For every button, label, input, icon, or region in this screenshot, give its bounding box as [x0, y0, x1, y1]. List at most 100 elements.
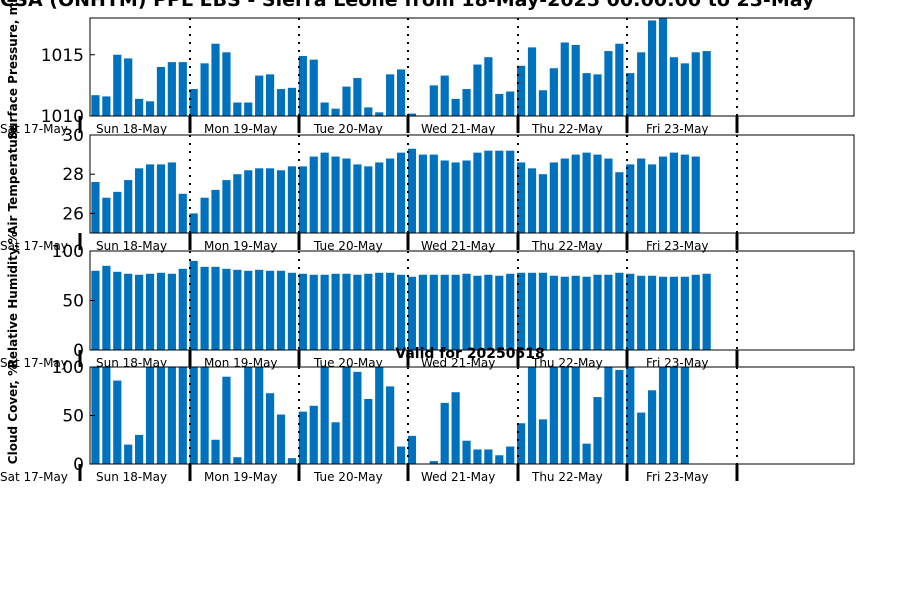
- bar: [364, 166, 373, 233]
- bar: [309, 156, 318, 233]
- bar: [637, 412, 646, 464]
- bar: [418, 274, 427, 350]
- bar: [331, 108, 340, 116]
- bar: [669, 367, 679, 464]
- bar: [244, 170, 253, 233]
- day-label: Fri 23-May: [646, 122, 709, 136]
- day-label: Sat 17-May: [0, 470, 68, 484]
- bar: [560, 158, 569, 233]
- bar: [386, 272, 395, 350]
- plot-frame: [89, 134, 855, 234]
- bar: [364, 107, 373, 116]
- bar: [396, 69, 406, 116]
- bar: [309, 59, 318, 116]
- bar: [200, 197, 209, 233]
- bar: [593, 74, 602, 116]
- bar: [615, 172, 624, 233]
- day-label: Mon 19-May: [204, 470, 278, 484]
- bar: [538, 90, 548, 116]
- bar: [680, 154, 689, 233]
- bar: [276, 89, 286, 116]
- day-label: Mon 19-May: [204, 356, 278, 370]
- bar: [451, 162, 460, 233]
- bar: [91, 270, 100, 350]
- bar: [255, 269, 264, 350]
- bar: [135, 274, 144, 350]
- bar: [386, 386, 395, 464]
- bar: [669, 152, 679, 233]
- bar: [691, 156, 700, 233]
- bar: [527, 168, 537, 233]
- bar: [440, 75, 449, 116]
- bar: [113, 191, 122, 233]
- bar: [222, 52, 231, 116]
- bar: [571, 367, 580, 464]
- bar: [462, 440, 471, 464]
- bar: [156, 67, 166, 116]
- bar: [375, 367, 384, 464]
- bar: [145, 164, 155, 233]
- bar: [135, 98, 144, 116]
- bar: [276, 414, 286, 464]
- bar: [571, 275, 580, 350]
- bar: [429, 461, 438, 464]
- day-label: Wed 21-May: [421, 470, 495, 484]
- bar: [156, 164, 166, 233]
- bar: [538, 419, 548, 464]
- bar: [375, 112, 384, 116]
- y-tick-label: 28: [62, 165, 84, 185]
- bar: [222, 268, 231, 350]
- bar: [549, 68, 558, 116]
- bar: [222, 376, 231, 464]
- bar: [647, 275, 657, 350]
- bar: [309, 405, 318, 464]
- bar: [244, 270, 253, 350]
- bar: [626, 273, 635, 350]
- bar: [604, 158, 613, 233]
- bar: [647, 390, 657, 464]
- bar: [680, 367, 689, 464]
- bar: [506, 273, 515, 350]
- bar: [658, 367, 668, 464]
- bar: [593, 154, 602, 233]
- bar: [582, 73, 591, 117]
- bar: [353, 371, 362, 464]
- bar: [440, 274, 449, 350]
- y-tick-label: 30: [62, 126, 84, 146]
- bar: [604, 274, 613, 350]
- chart-title: CSA (ONHTM) PPL EBS - Sierra Leone from …: [0, 0, 815, 11]
- bar: [167, 273, 176, 350]
- y-axis-label: Relative Humidity,%: [6, 232, 20, 369]
- bar: [571, 154, 580, 233]
- bar: [287, 458, 297, 464]
- bar: [407, 148, 417, 233]
- valid-date-label: Valid for 20250518: [395, 346, 544, 362]
- bar: [473, 275, 482, 350]
- bar: [156, 272, 166, 350]
- bar: [353, 164, 362, 233]
- y-axis-label: Surface Pressure, mb: [6, 0, 20, 140]
- bar: [102, 367, 111, 464]
- y-tick-label: 0: [73, 455, 84, 475]
- bar: [233, 269, 242, 350]
- bar: [124, 180, 133, 233]
- bar: [113, 380, 122, 464]
- bar: [309, 274, 318, 350]
- bar: [255, 75, 264, 116]
- bar: [298, 273, 307, 350]
- bar: [102, 265, 111, 350]
- bar: [495, 455, 504, 464]
- day-label: Wed 21-May: [421, 122, 495, 136]
- bar: [124, 273, 133, 350]
- bar: [342, 273, 351, 350]
- bar: [298, 55, 307, 116]
- day-label: Fri 23-May: [646, 239, 709, 253]
- bar: [615, 369, 624, 464]
- bar: [287, 87, 297, 116]
- bar: [451, 274, 460, 350]
- bar: [407, 113, 417, 116]
- bar: [364, 399, 373, 464]
- bar: [604, 51, 613, 116]
- bar: [244, 367, 253, 464]
